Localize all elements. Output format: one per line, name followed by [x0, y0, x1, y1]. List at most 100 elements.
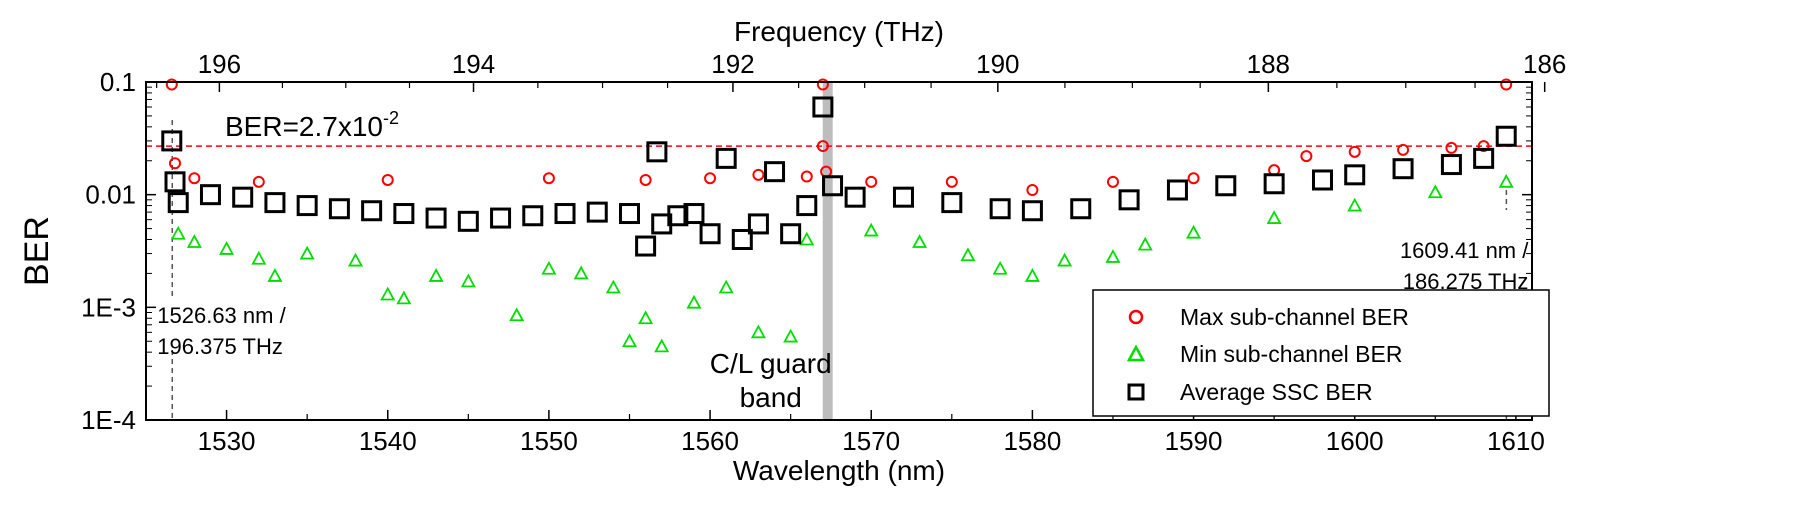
min-ber-series [170, 173, 1514, 353]
threshold-label: BER=2.7x10-2 [225, 108, 399, 142]
max-ber-point [1397, 143, 1410, 156]
min-ber-point [960, 247, 976, 262]
avg-ber-point [667, 205, 689, 227]
min-ber-point [1024, 268, 1040, 282]
min-ber-point [428, 268, 444, 282]
guard-band-bar [822, 82, 833, 420]
max-ber-point [704, 172, 717, 185]
avg-ber-point [554, 203, 576, 225]
max-ber-point [1300, 150, 1313, 163]
legend: Max sub-channel BER Min sub-channel BER … [1092, 289, 1550, 417]
max-ber-point [1187, 172, 1200, 185]
max-ber-point [169, 157, 182, 170]
avg-ber-point [764, 161, 786, 183]
min-ber-point [251, 250, 267, 265]
avg-ber-point [296, 195, 318, 217]
max-ber-point [1348, 145, 1361, 158]
min-ber-point [654, 338, 670, 353]
avg-ber-point [490, 207, 512, 229]
avg-ber-point [618, 203, 640, 225]
avg-ber-point [731, 229, 753, 251]
max-ber-point [800, 170, 813, 183]
max-ber-point [1026, 184, 1039, 197]
avg-ber-point [522, 205, 544, 227]
max-ber-point [1106, 175, 1119, 188]
legend-box [1092, 289, 1550, 417]
min-ber-point [1498, 173, 1514, 188]
avg-ber-point [586, 201, 608, 223]
avg-ber-point [164, 171, 186, 193]
min-ber-point [1186, 224, 1202, 239]
x2-tick-label: 192 [711, 49, 754, 79]
max-ber-point [381, 173, 394, 186]
guard-band-layer [822, 82, 833, 420]
min-ber-point [621, 333, 638, 348]
avg-ber-point [812, 96, 834, 118]
min-ber-point [541, 260, 557, 275]
y-axis-title: BER [18, 216, 56, 286]
legend-label-min: Min sub-channel BER [1180, 341, 1402, 367]
max-ber-point [1445, 141, 1458, 154]
min-ber-point [718, 279, 734, 294]
y-tick-label: 0.1 [100, 67, 136, 97]
max-ber-point [752, 168, 765, 181]
avg-ber-point [1166, 179, 1188, 201]
avg-ber-point [393, 203, 415, 225]
min-ber-point [396, 290, 412, 305]
max-ber-point [165, 78, 178, 91]
threshold-label-base: BER=2.7x10 [225, 111, 383, 142]
bottom-axis-title: Wavelength (nm) [733, 455, 945, 486]
top-axis-title: Frequency (THz) [734, 16, 944, 47]
legend-label-avg: Average SSC BER [1180, 379, 1373, 405]
legend-square-marker [1127, 383, 1145, 401]
min-ber-point [799, 231, 815, 246]
avg-ber-series [161, 96, 1517, 257]
avg-ber-point [1070, 198, 1092, 220]
min-ber-point [1057, 252, 1073, 267]
x-tick-label: 1560 [681, 426, 739, 456]
avg-ber-point [1344, 164, 1366, 186]
avg-ber-point [822, 175, 844, 197]
avg-ber-point [1263, 173, 1285, 195]
avg-ber-point [1021, 200, 1043, 222]
min-ber-point [573, 265, 589, 280]
avg-ber-point [1118, 189, 1140, 211]
x-tick-label: 1570 [842, 426, 900, 456]
avg-ber-point [1311, 169, 1333, 191]
threshold-label-exponent: -2 [383, 108, 399, 128]
avg-ber-point [780, 223, 802, 245]
min-ber-point [267, 268, 283, 282]
x-tick-label: 1590 [1165, 426, 1223, 456]
x2-tick-label: 190 [976, 49, 1019, 79]
avg-ber-point [167, 192, 189, 214]
x2-tick-label: 194 [452, 49, 495, 79]
min-ber-point [299, 245, 315, 260]
max-ber-point [542, 172, 555, 185]
avg-ber-point [457, 210, 479, 232]
start-frequency-label: 196.375 THz [157, 334, 283, 359]
min-ber-point [347, 252, 364, 267]
guard-band-label-line2: band [740, 382, 802, 413]
avg-ber-point [1495, 125, 1517, 147]
min-ber-point [186, 234, 202, 248]
min-ber-point [912, 234, 928, 248]
avg-ber-point [328, 198, 350, 220]
avg-ber-point [361, 200, 383, 222]
min-ber-point [638, 310, 654, 325]
x-tick-label: 1530 [198, 426, 256, 456]
min-ber-point [686, 294, 702, 309]
max-ber-point [816, 78, 829, 91]
min-ber-point [380, 286, 396, 301]
x2-tick-label: 188 [1247, 49, 1290, 79]
avg-ber-point [941, 192, 963, 214]
avg-ber-point [844, 186, 866, 208]
avg-ber-point [683, 203, 705, 225]
avg-ber-point [1215, 175, 1237, 197]
axes-layer: 1530 1540 1550 1560 1570 1580 1590 1600 1610 196 1… [81, 49, 1566, 456]
avg-ber-point [425, 207, 447, 229]
legend-circle-marker [1128, 309, 1144, 325]
max-ber-point [865, 175, 878, 188]
y-tick-label: 1E-3 [81, 292, 136, 322]
y-tick-label: 1E-4 [81, 405, 136, 435]
min-ber-point [605, 279, 621, 294]
